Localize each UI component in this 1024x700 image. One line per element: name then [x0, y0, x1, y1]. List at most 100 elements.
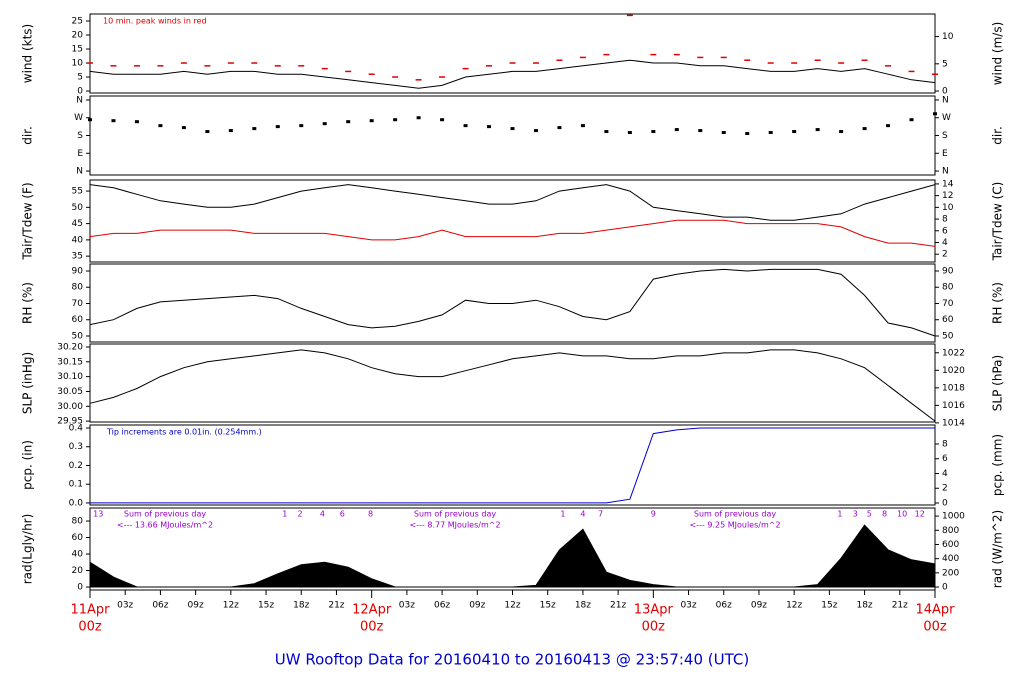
y2-tick-label: 2 — [942, 250, 948, 260]
x-tick-label: 15z — [540, 601, 556, 611]
hour-mark: 1 — [560, 510, 565, 519]
y2-tick-label: 4 — [942, 469, 948, 479]
chart-title: UW Rooftop Data for 20160410 to 20160413… — [275, 651, 749, 669]
x-tick-label: 21z — [892, 601, 908, 611]
y2-axis-label: Tair/Tdew (C) — [991, 182, 1005, 262]
y2-axis-label: pcp. (mm) — [991, 434, 1005, 496]
y2-axis-label: wind (m/s) — [991, 22, 1005, 86]
x-tick-label: 18z — [575, 601, 591, 611]
dir-point — [768, 131, 773, 135]
sum-note-value: <--- 13.66 MJoules/m^2 — [117, 521, 213, 530]
dir-point — [158, 124, 163, 128]
dir-point — [134, 120, 139, 124]
day-label: 11Apr — [70, 603, 110, 618]
x-tick-label: 06z — [434, 601, 450, 611]
y-tick-label: 25 — [72, 17, 83, 27]
area — [89, 524, 936, 588]
y2-tick-label: N — [942, 167, 949, 177]
y2-tick-label: 200 — [942, 568, 959, 578]
y-tick-label: 5 — [77, 73, 83, 83]
dir-point — [698, 129, 703, 133]
y-tick-label: 29.95 — [57, 417, 83, 427]
y-tick-label: 50 — [72, 331, 84, 341]
y-tick-label: E — [77, 149, 83, 159]
x-tick-label: 06z — [716, 601, 732, 611]
y2-tick-label: 10 — [942, 32, 954, 42]
line — [89, 59, 936, 89]
hour-mark: 6 — [340, 510, 345, 519]
x-tick-label: 03z — [680, 601, 696, 611]
y2-tick-label: W — [942, 113, 951, 123]
y2-tick-label: 0 — [942, 499, 948, 509]
x-tick-label: 18z — [293, 601, 309, 611]
dir-point — [299, 124, 304, 128]
x-tick-label: 12z — [504, 601, 520, 611]
y2-tick-label: 90 — [942, 266, 954, 276]
y-tick-label: 40 — [72, 550, 84, 560]
y-tick-label: 90 — [72, 266, 84, 276]
y2-tick-label: 60 — [942, 315, 954, 325]
dir-point — [745, 132, 750, 136]
day-label: 14Apr — [915, 603, 955, 618]
dir-point — [815, 128, 820, 132]
hour-mark: 5 — [867, 510, 872, 519]
x-tick-label: 09z — [469, 601, 485, 611]
y2-tick-label: 1000 — [942, 512, 965, 522]
y2-tick-label: 5 — [942, 59, 948, 69]
x-tick-label: 21z — [328, 601, 344, 611]
x-tick-label: 03z — [117, 601, 133, 611]
y2-tick-label: 50 — [942, 331, 954, 341]
hour-mark: 8 — [368, 510, 373, 519]
y2-tick-label: 10 — [942, 203, 954, 213]
hour-mark: 1 — [837, 510, 842, 519]
y-tick-label: 30.10 — [57, 372, 83, 382]
dir-point — [510, 127, 515, 131]
y2-tick-label: 600 — [942, 540, 959, 550]
y-axis-label: rad(Lgly/hr) — [21, 514, 35, 585]
dir-point — [792, 130, 797, 134]
hour-mark: 1 — [282, 510, 287, 519]
y-axis-label: SLP (inHg) — [21, 352, 35, 414]
y2-tick-label: 8 — [942, 439, 948, 449]
y-axis-label: RH (%) — [21, 282, 35, 324]
y-axis-label: dir. — [21, 126, 35, 145]
y-tick-label: 0 — [77, 87, 83, 97]
y2-tick-label: 1014 — [942, 418, 965, 428]
y2-tick-label: 1018 — [942, 383, 965, 393]
y-tick-label: 30.20 — [57, 342, 83, 352]
line — [89, 268, 936, 337]
y2-tick-label: 800 — [942, 526, 959, 536]
y-tick-label: S — [77, 131, 83, 141]
hour-mark: 7 — [598, 510, 603, 519]
y2-tick-label: 1020 — [942, 366, 965, 376]
y-tick-label: W — [74, 113, 83, 123]
sum-note: Sum of previous day — [124, 510, 206, 519]
hour-mark: 12 — [915, 510, 925, 519]
dir-point — [604, 130, 609, 134]
y2-tick-label: 80 — [942, 283, 954, 293]
panel-frame — [89, 507, 936, 591]
hour-mark: 9 — [651, 510, 656, 519]
y-tick-label: 20 — [72, 31, 84, 41]
dir-point — [487, 125, 492, 129]
dir-point — [721, 131, 726, 135]
y2-axis-label: dir. — [991, 126, 1005, 145]
y-tick-label: 0 — [77, 583, 83, 593]
y2-tick-label: 0 — [942, 87, 948, 97]
dir-point — [533, 129, 538, 133]
y2-tick-label: 2 — [942, 484, 948, 494]
dir-point — [580, 124, 585, 128]
y2-tick-label: 4 — [942, 238, 948, 248]
day-label: 13Apr — [634, 603, 674, 618]
dir-point — [933, 112, 937, 116]
panel-frame — [89, 179, 936, 263]
line — [89, 349, 936, 422]
line — [89, 219, 936, 247]
hour-mark: 13 — [93, 510, 103, 519]
y-tick-label: 0.1 — [69, 480, 83, 490]
dir-point — [205, 130, 210, 134]
sum-note: Sum of previous day — [694, 510, 776, 519]
dir-point — [88, 118, 92, 122]
note: Tip increments are 0.01in. (0.254mm.) — [106, 428, 262, 437]
